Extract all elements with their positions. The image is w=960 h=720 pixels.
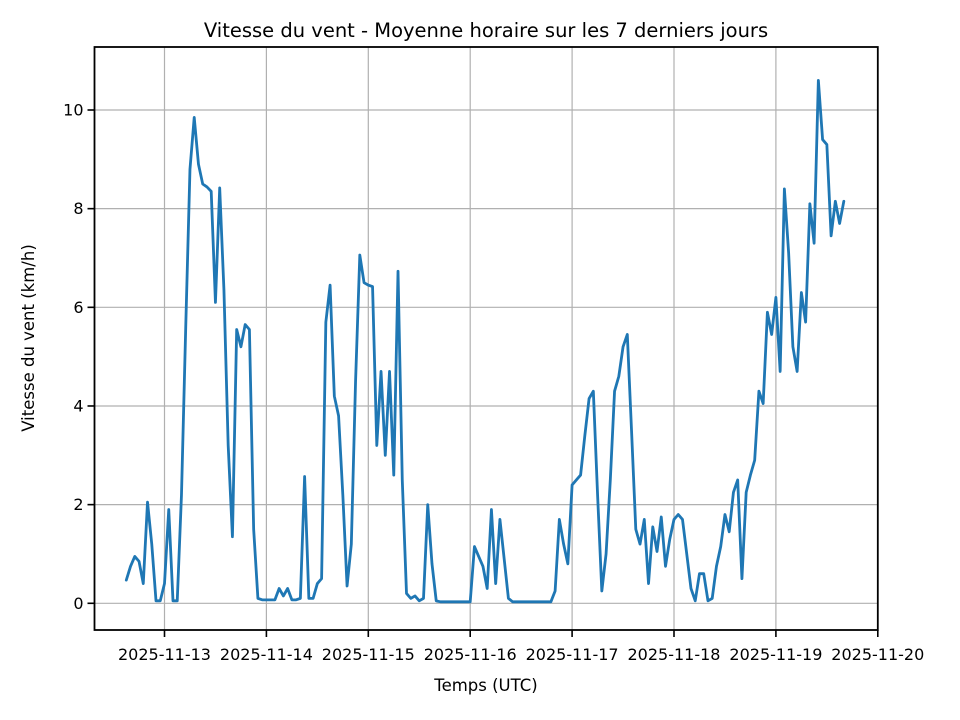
tick-labels: 0 2 4 6 8 10 2025-11-13 2025-11-14 2025-11-15 202… (63, 101, 924, 665)
x-tick-label: 2025-11-19 (729, 645, 822, 664)
wind-speed-polyline (124, 79, 846, 604)
y-tick-label: 0 (73, 594, 83, 613)
chart-title: Vitesse du vent - Moyenne horaire sur le… (204, 19, 768, 42)
x-tick-label: 2025-11-17 (526, 645, 619, 664)
x-tick-label: 2025-11-20 (831, 645, 924, 664)
x-tick-label: 2025-11-16 (424, 645, 517, 664)
y-tick-label: 6 (73, 298, 83, 317)
y-tick-label: 10 (63, 101, 83, 120)
gridlines (94, 47, 879, 630)
y-tick-label: 4 (73, 396, 83, 415)
x-axis-label: Temps (UTC) (433, 676, 537, 695)
y-axis-label: Vitesse du vent (km/h) (19, 244, 38, 432)
y-tick-label: 8 (73, 199, 83, 218)
y-tick-label: 2 (73, 495, 83, 514)
plot-frame (93, 46, 879, 631)
x-tick-label: 2025-11-14 (220, 645, 313, 664)
axes-frame (93, 46, 879, 631)
x-tick-label: 2025-11-18 (628, 645, 721, 664)
wind-speed-line (124, 79, 846, 604)
x-tick-label: 2025-11-13 (118, 645, 211, 664)
axis-ticks (87, 109, 879, 637)
x-tick-label: 2025-11-15 (322, 645, 415, 664)
